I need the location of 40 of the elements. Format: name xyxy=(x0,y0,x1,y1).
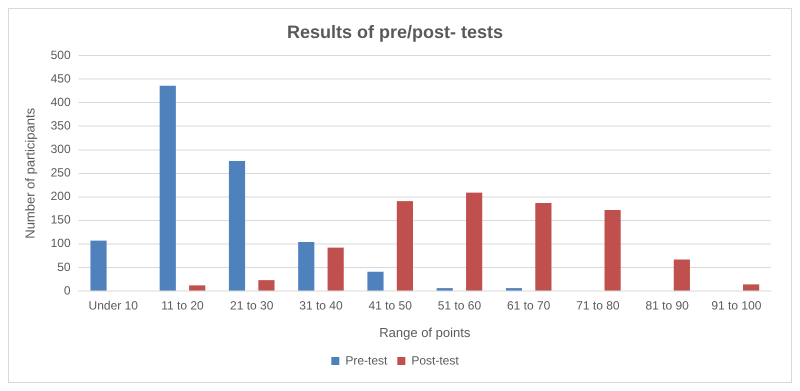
bar xyxy=(604,210,621,290)
bar xyxy=(535,202,552,290)
bar xyxy=(228,161,246,290)
x-tick-label: 61 to 70 xyxy=(506,298,551,313)
y-tick-label: 500 xyxy=(50,48,71,62)
bar xyxy=(674,259,690,290)
bar xyxy=(189,285,206,290)
legend-label: Pre-test xyxy=(345,353,388,368)
y-axis-title: Number of participants xyxy=(22,107,38,239)
x-tick-label: Under 10 xyxy=(88,298,138,313)
bar xyxy=(743,284,760,290)
x-tick-label: 31 to 40 xyxy=(299,298,343,313)
x-tick-label: 81 to 90 xyxy=(645,298,690,313)
x-tick-label: 41 to 50 xyxy=(368,298,412,313)
y-tick-label: 400 xyxy=(50,94,71,109)
chart-title: Results of pre/post- tests xyxy=(286,22,504,42)
bar xyxy=(298,242,314,290)
y-tick-label: 0 xyxy=(64,283,71,298)
legend-label: Post-test xyxy=(411,353,460,368)
x-tick-label: 71 to 80 xyxy=(576,298,620,313)
x-tick-label: 21 to 30 xyxy=(230,298,274,313)
x-tick-label: 91 to 100 xyxy=(711,298,762,313)
bar xyxy=(367,272,384,290)
y-tick-label: 300 xyxy=(50,142,71,156)
bar xyxy=(90,240,107,290)
x-axis-title: Range of points xyxy=(379,324,471,340)
y-tick-label: 250 xyxy=(50,166,71,180)
bar xyxy=(328,248,344,290)
y-tick-label: 350 xyxy=(50,118,71,133)
y-tick-label: 50 xyxy=(57,260,71,274)
y-tick-label: 450 xyxy=(50,71,71,86)
bar xyxy=(466,192,482,290)
y-tick-label: 150 xyxy=(50,212,71,227)
x-tick-label: 51 to 60 xyxy=(438,298,482,313)
y-tick-label: 100 xyxy=(50,236,71,250)
bar xyxy=(258,280,275,290)
y-tick-label: 200 xyxy=(50,189,71,204)
bar xyxy=(160,86,176,290)
x-tick-label: 11 to 20 xyxy=(161,298,204,313)
bar xyxy=(396,201,413,290)
